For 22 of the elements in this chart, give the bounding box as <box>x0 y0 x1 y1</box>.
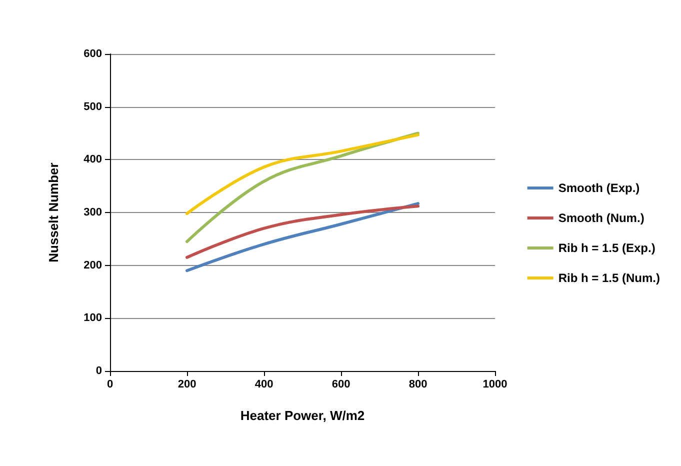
legend-label: Smooth (Exp.) <box>558 181 640 195</box>
line-series <box>186 204 420 259</box>
y-tick-label: 400 <box>84 154 102 166</box>
y-tick-label: 0 <box>96 365 102 377</box>
x-axis-title: Heater Power, W/m2 <box>240 408 365 423</box>
y-tick-label: 500 <box>84 100 102 113</box>
y-axis-title: Nusselt Number <box>46 162 61 262</box>
y-tick-label: 300 <box>84 206 102 218</box>
x-tick-label: 200 <box>178 378 196 390</box>
legend-label: Rib h = 1.5 (Exp.) <box>558 241 656 255</box>
y-tick-label: 600 <box>84 48 102 60</box>
legend-label: Rib h = 1.5 (Num.) <box>558 271 660 285</box>
x-tick-label: 400 <box>254 378 274 390</box>
x-tick-label: 0 <box>106 378 114 390</box>
x-tick-label: 800 <box>408 378 428 390</box>
legend-label: Smooth (Num.) <box>558 211 644 225</box>
line-series <box>186 202 420 272</box>
y-tick-label: 100 <box>84 312 102 324</box>
x-tick-label: 1000 <box>482 378 508 390</box>
line-series <box>186 133 420 216</box>
x-tick-label: 600 <box>332 378 350 390</box>
y-tick-label: 200 <box>84 259 102 272</box>
